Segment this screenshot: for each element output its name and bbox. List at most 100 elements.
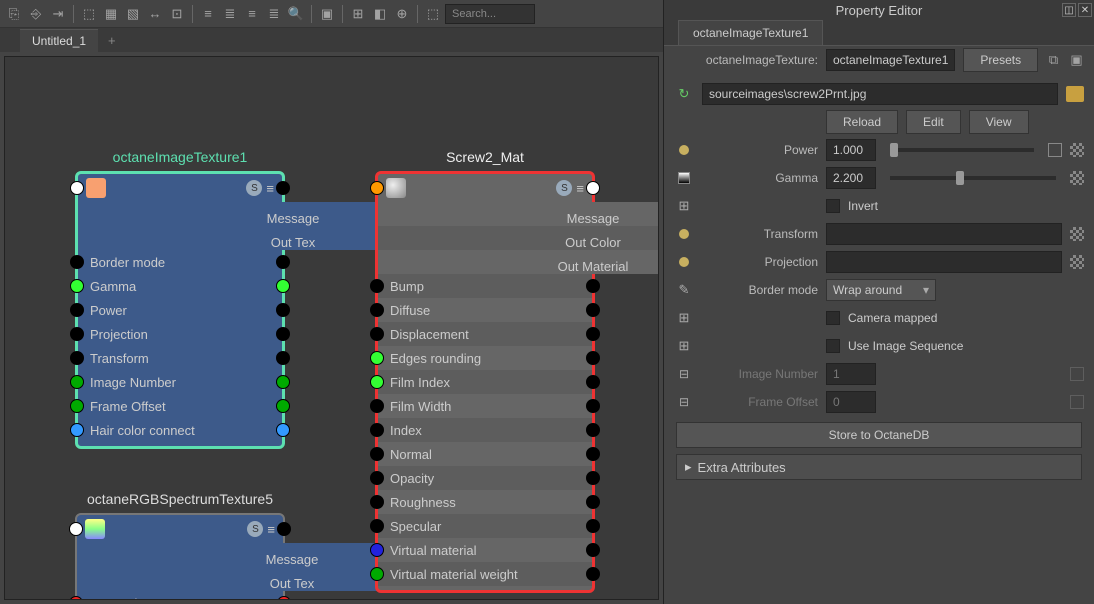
search-input[interactable]: Search... — [445, 4, 535, 24]
node-output[interactable]: Message — [378, 202, 659, 226]
node-octane-rgb-spectrum[interactable]: octaneRGBSpectrumTexture5 S≡ MessageOut … — [75, 487, 285, 600]
expand-icon[interactable]: ⊞ — [679, 198, 690, 214]
tool-icon[interactable]: ⊡ — [167, 4, 187, 24]
node-input[interactable]: Transform — [78, 346, 282, 370]
node-input[interactable]: Projection — [78, 322, 282, 346]
sequence-checkbox[interactable] — [826, 339, 840, 353]
presets-button[interactable]: Presets — [963, 48, 1038, 72]
property-editor: Property Editor◫✕ octaneImageTexture1 oc… — [664, 0, 1094, 604]
align-icon[interactable]: ≣ — [220, 4, 240, 24]
node-input[interactable]: Edges rounding — [378, 346, 592, 370]
expand-icon[interactable]: ⊞ — [679, 310, 690, 326]
name-label: octaneImageTexture: — [702, 53, 818, 67]
camera-checkbox[interactable] — [826, 311, 840, 325]
zoom-icon[interactable]: 🔍 — [286, 4, 306, 24]
node-input[interactable]: Image Number — [78, 370, 282, 394]
node-input[interactable]: Opacity — [378, 466, 592, 490]
name-field[interactable]: octaneImageTexture1 — [826, 49, 955, 71]
reload-button[interactable]: Reload — [826, 110, 898, 134]
dock-icon[interactable]: ◫ — [1062, 3, 1076, 17]
menu-icon[interactable]: ≡ — [267, 522, 275, 537]
tool-icon[interactable]: ⇥ — [48, 4, 68, 24]
reload-icon[interactable]: ↻ — [679, 86, 690, 102]
tool-icon[interactable]: ⬚ — [423, 4, 443, 24]
folder-icon[interactable] — [1066, 86, 1084, 102]
focus-icon[interactable]: ▣ — [1069, 50, 1084, 70]
tool-icon[interactable]: ◧ — [370, 4, 390, 24]
power-slider[interactable] — [890, 148, 1034, 152]
node-input[interactable]: Index — [378, 418, 592, 442]
extra-attributes[interactable]: ▸Extra Attributes — [676, 454, 1082, 480]
grid-icon[interactable]: ⊞ — [348, 4, 368, 24]
s-icon[interactable]: S — [556, 180, 572, 196]
node-input[interactable]: Normal — [378, 442, 592, 466]
node-input[interactable]: Bump — [378, 274, 592, 298]
node-screw2-mat[interactable]: Screw2_Mat S≡ MessageOut ColorOut Materi… — [375, 145, 595, 593]
tool-icon[interactable]: ▧ — [123, 4, 143, 24]
node-input[interactable]: Gamma — [78, 274, 282, 298]
menu-icon[interactable]: ≡ — [576, 181, 584, 196]
tab-add[interactable]: + — [98, 29, 126, 52]
projection-field[interactable] — [826, 251, 1062, 273]
checker-icon[interactable] — [1070, 143, 1084, 157]
view-button[interactable]: View — [969, 110, 1029, 134]
node-octane-image-texture[interactable]: octaneImageTexture1 S≡ MessageOut TexBor… — [75, 145, 285, 449]
node-input[interactable]: Virtual material weight — [378, 562, 592, 586]
s-icon[interactable]: S — [247, 521, 263, 537]
node-input[interactable]: Film Index — [378, 370, 592, 394]
border-dropdown[interactable]: Wrap around — [826, 279, 936, 301]
align-icon[interactable]: ≡ — [242, 4, 262, 24]
gamma-slider[interactable] — [890, 176, 1056, 180]
align-icon[interactable]: ≡ — [198, 4, 218, 24]
node-input[interactable]: Hair color connect — [78, 418, 282, 442]
node-input[interactable]: Virtual material — [378, 538, 592, 562]
chevron-right-icon: ▸ — [685, 459, 692, 475]
node-output[interactable]: Out Material — [378, 250, 659, 274]
node-input[interactable]: Diffuse — [378, 298, 592, 322]
copy-icon[interactable]: ⧉ — [1046, 50, 1061, 70]
tool-icon[interactable]: ⎆ — [26, 4, 46, 24]
texture-icon — [86, 178, 106, 198]
pe-tab[interactable]: octaneImageTexture1 — [678, 20, 823, 45]
store-button[interactable]: Store to OctaneDB — [676, 422, 1082, 448]
edit-button[interactable]: Edit — [906, 110, 961, 134]
checker-icon[interactable] — [1070, 255, 1084, 269]
tool-icon[interactable]: ▣ — [317, 4, 337, 24]
s-icon[interactable]: S — [246, 180, 262, 196]
node-input[interactable]: Displacement — [378, 322, 592, 346]
align-icon[interactable]: ≣ — [264, 4, 284, 24]
tool-icon[interactable]: ▦ — [101, 4, 121, 24]
material-icon — [386, 178, 406, 198]
node-input[interactable]: RGB color — [77, 591, 283, 600]
node-input[interactable]: Border mode — [78, 250, 282, 274]
tool-icon[interactable]: ⊕ — [392, 4, 412, 24]
gamma-field[interactable]: 2.200 — [826, 167, 876, 189]
close-icon[interactable]: ✕ — [1078, 3, 1092, 17]
border-label: Border mode — [702, 283, 818, 297]
node-input[interactable]: Power — [78, 298, 282, 322]
menu-icon[interactable]: ≡ — [266, 181, 274, 196]
path-field[interactable]: sourceimages\screw2Prnt.jpg — [702, 83, 1058, 105]
frame-field: 0 — [826, 391, 876, 413]
node-canvas[interactable]: octaneImageTexture1 S≡ MessageOut TexBor… — [4, 56, 659, 600]
invert-label: Invert — [848, 199, 878, 213]
tool-icon[interactable]: ↔ — [145, 4, 165, 24]
tool-icon[interactable]: ⬚ — [79, 4, 99, 24]
node-input[interactable]: Film Width — [378, 394, 592, 418]
invert-checkbox[interactable] — [826, 199, 840, 213]
tab-untitled[interactable]: Untitled_1 — [20, 29, 98, 52]
gamma-label: Gamma — [702, 171, 818, 185]
expand-icon[interactable]: ⊞ — [679, 338, 690, 354]
projection-label: Projection — [702, 255, 818, 269]
checker-icon[interactable] — [1070, 171, 1084, 185]
node-input[interactable]: Roughness — [378, 490, 592, 514]
wand-icon[interactable]: ✎ — [679, 282, 690, 298]
node-input[interactable]: Specular — [378, 514, 592, 538]
node-output[interactable]: Out Color — [378, 226, 659, 250]
checker-icon[interactable] — [1070, 227, 1084, 241]
power-field[interactable]: 1.000 — [826, 139, 876, 161]
imgnum-field: 1 — [826, 363, 876, 385]
tool-icon[interactable]: ⎘ — [4, 4, 24, 24]
node-input[interactable]: Frame Offset — [78, 394, 282, 418]
transform-field[interactable] — [826, 223, 1062, 245]
